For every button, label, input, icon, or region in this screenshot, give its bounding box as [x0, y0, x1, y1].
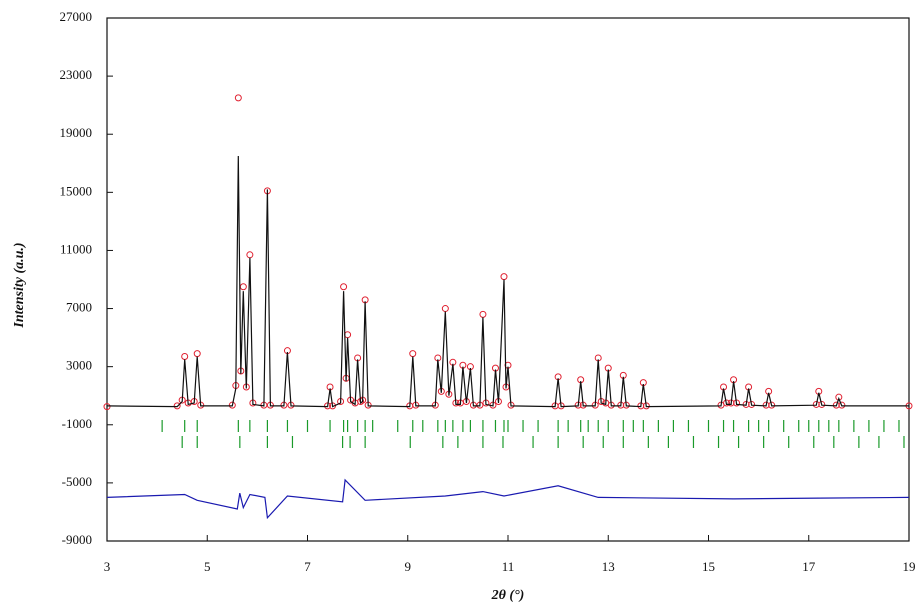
observed-point — [723, 399, 731, 407]
x-tick-label: 11 — [502, 559, 515, 574]
observed-point — [234, 94, 242, 102]
y-tick-label: 7000 — [66, 300, 92, 315]
x-tick-label: 19 — [903, 559, 916, 574]
x-tick-label: 9 — [405, 559, 412, 574]
observed-point — [479, 310, 487, 318]
observed-point — [818, 400, 826, 408]
y-tick-label: 15000 — [60, 183, 93, 198]
plot-frame — [106, 17, 910, 542]
observed-point — [246, 251, 254, 259]
observed-point — [340, 283, 348, 291]
x-tick-label: 13 — [602, 559, 615, 574]
x-tick-label: 5 — [204, 559, 211, 574]
y-tick-label: 3000 — [66, 358, 92, 373]
observed-point — [193, 350, 201, 358]
observed-point — [748, 400, 756, 408]
y-tick-label: 27000 — [60, 9, 93, 24]
x-tick-label: 3 — [104, 559, 111, 574]
x-tick-label: 17 — [802, 559, 816, 574]
y-tick-label: 23000 — [60, 67, 93, 82]
y-axis-label: Intensity (a.u.) — [12, 242, 27, 328]
observed-point — [838, 401, 846, 409]
observed-point — [344, 331, 352, 339]
y-tick-label: -1000 — [62, 416, 92, 431]
profile-line — [106, 155, 909, 408]
profile-line — [106, 478, 910, 520]
observed-point — [441, 305, 449, 313]
observed-point — [103, 403, 111, 411]
y-tick-label: 19000 — [60, 125, 93, 140]
x-axis-label: 2θ (°) — [491, 588, 525, 603]
y-tick-label: -9000 — [62, 532, 92, 547]
observed-point — [500, 273, 508, 281]
observed-point — [768, 401, 776, 409]
observed-point — [239, 283, 247, 291]
x-tick-label: 7 — [304, 559, 311, 574]
y-tick-label: -5000 — [62, 474, 92, 489]
observed-point — [173, 402, 181, 410]
observed-point — [228, 401, 236, 409]
x-tick-label: 15 — [702, 559, 715, 574]
observed-point — [409, 350, 417, 358]
y-tick-label: 11000 — [60, 241, 92, 256]
observed-point — [181, 352, 189, 360]
